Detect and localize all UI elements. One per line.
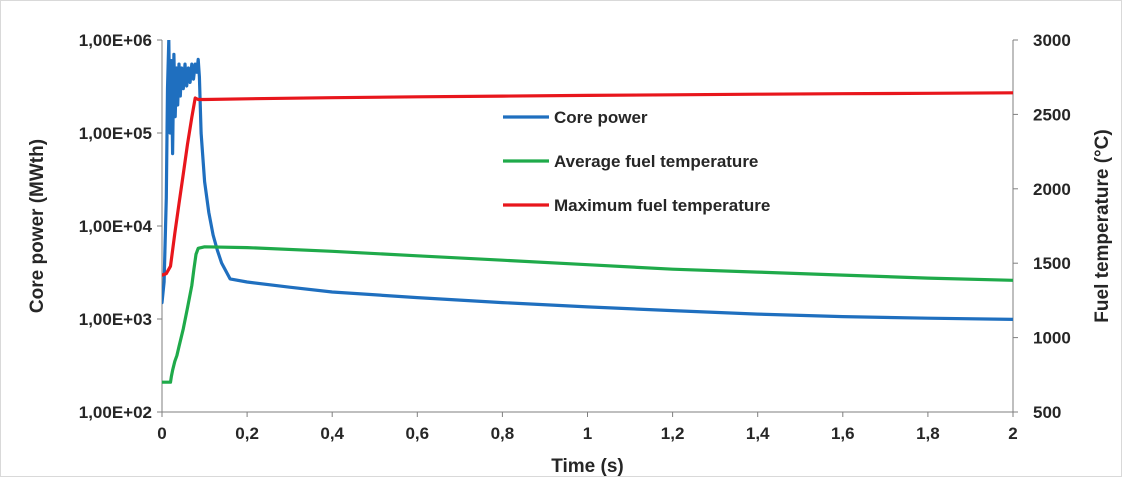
right-y-tick-label: 1500 xyxy=(1033,254,1071,273)
x-tick-label: 1 xyxy=(583,424,592,443)
series-line-average-fuel-temperature xyxy=(162,245,1013,384)
right-y-tick-labels: 500 1000 1500 2000 2500 3000 xyxy=(1013,31,1071,422)
legend-label-core-power: Core power xyxy=(554,108,648,127)
right-y-axis-title: Fuel temperature (°C) xyxy=(1092,129,1113,322)
left-y-tick-labels: 1,00E+02 1,00E+03 1,00E+04 1,00E+05 1,00E+06 xyxy=(79,31,162,422)
x-tick-label: 0,4 xyxy=(320,424,344,443)
series-line-maximum-fuel-temperature xyxy=(162,91,1013,277)
right-y-tick-label: 500 xyxy=(1033,403,1061,422)
right-y-tick-label: 3000 xyxy=(1033,31,1071,50)
left-y-tick-label: 1,00E+02 xyxy=(79,403,152,422)
x-tick-label: 1,4 xyxy=(746,424,770,443)
left-y-tick-label: 1,00E+04 xyxy=(79,217,153,236)
series-lines xyxy=(162,40,1013,384)
legend-label-maximum-fuel-temperature: Maximum fuel temperature xyxy=(554,196,770,215)
legend-label-average-fuel-temperature: Average fuel temperature xyxy=(554,152,758,171)
right-y-tick-label: 1000 xyxy=(1033,329,1071,348)
x-axis-title: Time (s) xyxy=(551,456,624,477)
x-tick-label: 1,8 xyxy=(916,424,940,443)
left-y-tick-label: 1,00E+06 xyxy=(79,31,152,50)
x-tick-label: 0 xyxy=(157,424,166,443)
x-tick-label: 0,8 xyxy=(491,424,515,443)
left-y-tick-label: 1,00E+05 xyxy=(79,124,152,143)
x-tick-label: 2 xyxy=(1008,424,1017,443)
x-tick-labels: 0 0,2 0,4 0,6 0,8 1 1,2 1,4 1,6 1,8 2 xyxy=(157,412,1018,443)
legend: Core power Average fuel temperature Maximu… xyxy=(503,108,770,215)
x-tick-label: 1,2 xyxy=(661,424,685,443)
left-y-tick-label: 1,00E+03 xyxy=(79,310,152,329)
right-y-tick-label: 2000 xyxy=(1033,180,1071,199)
x-tick-label: 1,6 xyxy=(831,424,855,443)
x-tick-label: 0,2 xyxy=(235,424,259,443)
series-line-core-power xyxy=(162,40,1013,321)
x-tick-label: 0,6 xyxy=(405,424,429,443)
right-y-tick-label: 2500 xyxy=(1033,105,1071,124)
left-y-axis-title: Core power (MWth) xyxy=(27,139,48,313)
